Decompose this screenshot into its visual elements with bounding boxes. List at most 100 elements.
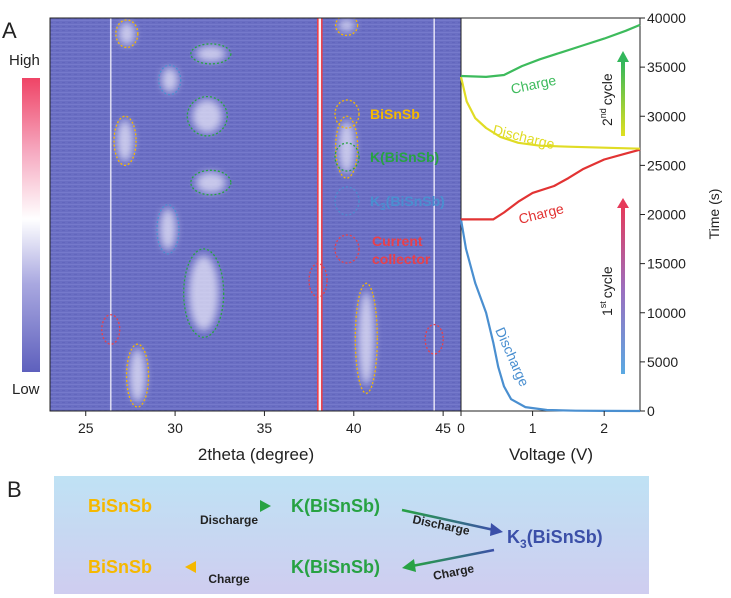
- reflection-intensity: [338, 19, 355, 32]
- reflection-marker: [113, 115, 137, 167]
- svg-text:1stcycle: 1st cycle: [598, 266, 615, 316]
- scheme-background: [54, 476, 649, 594]
- cycle-indicator-2: 2nd cycle: [598, 51, 629, 136]
- legend-marker-k: [334, 142, 360, 172]
- reflection-marker: [334, 115, 359, 179]
- sharp-line: [317, 18, 323, 411]
- x-tick-label: 40: [346, 420, 362, 436]
- colorbar-low-label: Low: [12, 381, 40, 398]
- scheme-row1-to: K(BiSnSb): [291, 496, 380, 516]
- reflection-intensity: [161, 67, 178, 93]
- series-line-discharge-cycle-1: [459, 219, 641, 413]
- x-tick-label: 45: [435, 420, 451, 436]
- reflection-intensity: [118, 22, 136, 46]
- y-tick-label: 0: [647, 403, 655, 419]
- y-tick-label: 15000: [647, 256, 686, 272]
- reflection-marker: [101, 314, 121, 345]
- scheme-row2-arrow-label: Charge: [208, 572, 250, 586]
- scheme-row1-from: BiSnSb: [88, 496, 152, 516]
- reflection-marker: [334, 18, 359, 37]
- y-tick-label: 20000: [647, 207, 686, 223]
- voltage-x-label: Voltage (V): [509, 445, 593, 464]
- reflection-marker: [156, 204, 180, 255]
- reflection-marker: [125, 343, 150, 408]
- heatmap-x-label: 2theta (degree): [198, 445, 314, 464]
- cycle-2-word: cycle: [599, 73, 615, 105]
- scheme-row2-to: BiSnSb: [88, 557, 152, 577]
- reflection-intensity: [159, 208, 177, 251]
- reflection-marker: [158, 64, 182, 96]
- legend-label-k3: K3(BiSnSb): [370, 193, 445, 213]
- reflection-marker: [190, 43, 232, 65]
- reflection-markers: [101, 18, 444, 408]
- voltage-plot-frame: [460, 17, 641, 412]
- x-tick-label: 2: [600, 420, 608, 436]
- legend-label-current-collector: Current collector: [372, 233, 431, 267]
- y-tick-label: 30000: [647, 108, 686, 124]
- panel-label-a: A: [2, 18, 17, 43]
- legend-label-k: K(BiSnSb): [370, 149, 439, 165]
- cycle-2-num: 2: [599, 118, 615, 126]
- legend-marker-k3: [334, 186, 360, 216]
- reflection-marker: [190, 169, 232, 196]
- x-tick-label: 0: [457, 420, 465, 436]
- y-tick-label: 10000: [647, 305, 686, 321]
- legend-marker-bisnsb: [334, 99, 360, 129]
- series-line-discharge-cycle-2: [459, 76, 641, 150]
- voltage-series: [459, 23, 641, 413]
- scheme-product: K3(BiSnSb): [507, 527, 603, 551]
- cycle-1-sup: st: [598, 301, 608, 309]
- scheme-row2-arrowhead: [185, 561, 196, 573]
- scheme-diag-up-arrowhead: [402, 559, 416, 572]
- y-tick-label: 5000: [647, 354, 678, 370]
- reflection-intensity: [338, 120, 355, 174]
- x-tick-label: 25: [78, 420, 94, 436]
- heatmap-legend: BiSnSb K(BiSnSb) K3(BiSnSb) Current colle…: [334, 99, 445, 267]
- series-line-charge-cycle-2: [460, 23, 641, 78]
- colorbar: High Low: [9, 52, 40, 398]
- legend-label-bisnsb: BiSnSb: [370, 106, 420, 122]
- reflection-intensity: [192, 99, 223, 133]
- scheme-diag-up-arrow: [411, 548, 495, 568]
- reflection-intensity: [195, 45, 226, 62]
- legend-marker-current-collector: [334, 234, 360, 264]
- reflection-intensity: [116, 119, 134, 162]
- reflection-intensity: [188, 255, 219, 331]
- reflection-marker: [308, 262, 328, 298]
- reflection-marker: [186, 95, 228, 137]
- series-line-charge-cycle-1: [461, 148, 641, 221]
- cycle-2-sup: nd: [598, 108, 608, 118]
- reflection-intensity: [358, 291, 375, 386]
- x-tick-label: 1: [529, 420, 537, 436]
- heatmap-x-axis: 25 30 35 40 45: [78, 411, 451, 436]
- reaction-scheme: BiSnSb Discharge K(BiSnSb) Discharge K3(…: [54, 476, 649, 594]
- heatmap-sharp-lines: [109, 18, 435, 411]
- reflection-intensity: [195, 172, 226, 194]
- time-y-axis: 0 5000 10000 15000 20000 25000 30000 35000 40000: [640, 10, 686, 419]
- scheme-row1-arrow-label: Discharge: [200, 513, 258, 527]
- reflection-marker: [354, 282, 378, 394]
- y-tick-label: 25000: [647, 157, 686, 173]
- x-tick-label: 30: [167, 420, 183, 436]
- colorbar-high-label: High: [9, 52, 40, 69]
- reflection-marker: [115, 19, 139, 49]
- time-y-label: Time (s): [706, 189, 722, 240]
- reflection-marker: [183, 248, 225, 338]
- reflection-intensity: [129, 348, 146, 403]
- x-tick-label: 35: [257, 420, 273, 436]
- panel-label-b: B: [7, 477, 22, 502]
- cycle-1-word: cycle: [599, 266, 615, 298]
- y-tick-label: 40000: [647, 10, 686, 26]
- cycle-1-num: 1: [599, 308, 615, 316]
- scheme-row2-from: K(BiSnSb): [291, 557, 380, 577]
- scheme-row1-arrowhead: [260, 500, 271, 512]
- svg-text:2ndcycle: 2nd cycle: [598, 73, 615, 126]
- heatmap: [50, 18, 461, 411]
- heatmap-reflections: [116, 19, 375, 403]
- cycle-indicator-1: 1st cycle: [598, 198, 629, 374]
- voltage-x-axis: 0 1 2: [457, 411, 608, 436]
- y-tick-label: 35000: [647, 59, 686, 75]
- reflection-marker: [424, 323, 444, 355]
- scheme-diag-down-arrowhead: [490, 523, 503, 536]
